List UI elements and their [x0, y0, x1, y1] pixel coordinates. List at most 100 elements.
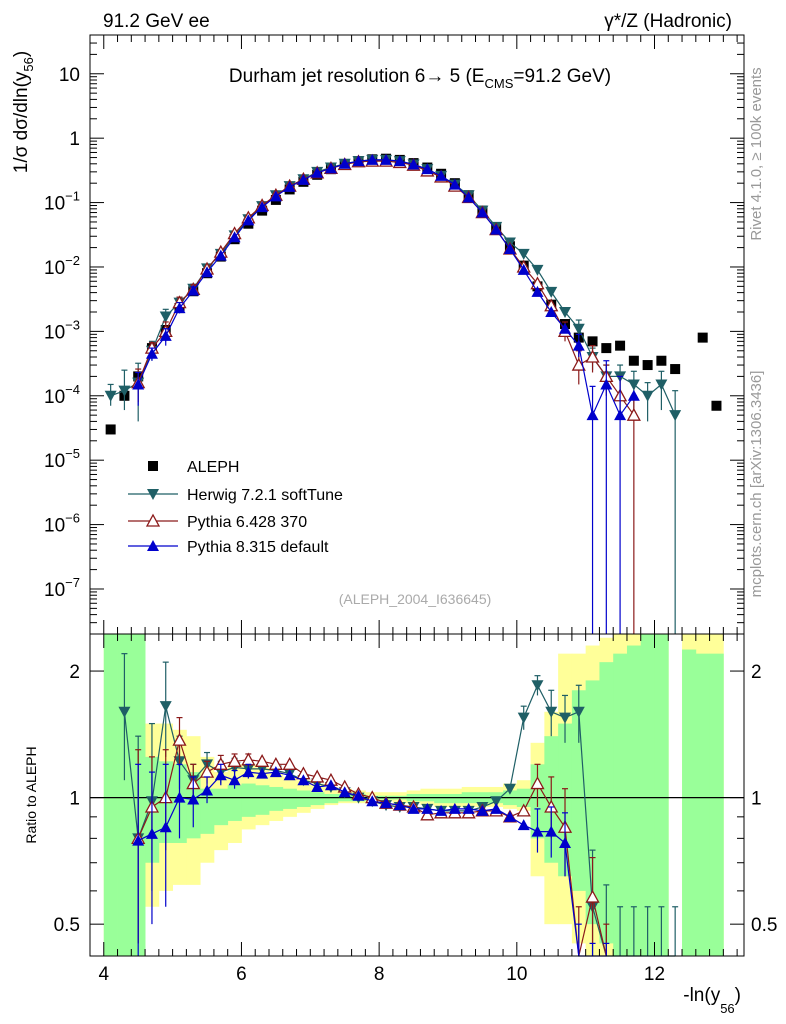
main-point-herwig [517, 248, 530, 260]
ratio-point-pythia8 [283, 769, 296, 781]
main-point-pythia8 [586, 409, 599, 421]
main-ytick-exponent: −7 [65, 575, 80, 590]
main-line-pythia6 [137, 160, 635, 416]
ratio-point-herwig [559, 712, 572, 724]
ratio-band-bin-green [117, 634, 132, 956]
ratio-point-herwig [572, 706, 585, 718]
ratio-band-bin-green [599, 662, 614, 944]
main-point-herwig [104, 390, 117, 402]
main-point-pythia8 [627, 389, 640, 401]
ratio-band-green [103, 634, 724, 956]
ratio-band-bin-green [709, 653, 724, 956]
ratio-point-herwig [517, 712, 530, 724]
ratio-point-pythia8 [503, 810, 516, 822]
ratio-point-pythia8 [187, 793, 200, 805]
main-point-herwig [559, 306, 572, 318]
ratio-frame [89, 633, 745, 957]
legend-entry-pythia8: Pythia 8.315 default [128, 539, 329, 556]
main-ytick-base: 10 [44, 387, 65, 408]
ratio-band-bin-green [626, 645, 642, 956]
main-point-pythia8 [269, 190, 282, 202]
ratio-point-herwig [159, 701, 172, 713]
main-point-aleph [642, 360, 653, 371]
main-ytick-exponent: −6 [65, 511, 80, 526]
ratio-band-bin-green [213, 788, 229, 826]
ratio-band-bin-green [282, 788, 297, 809]
main-point-pythia8 [159, 329, 172, 341]
main-point-herwig [641, 390, 654, 402]
main-point-herwig [545, 286, 558, 298]
mcplots-credit-label: mcplots.cern.ch [arXiv:1306.3436] [748, 371, 765, 598]
ratio-point-pythia8 [311, 780, 324, 792]
ratio-band-bin-green [103, 634, 118, 956]
main-point-aleph [628, 355, 639, 366]
main-point-pythia6 [626, 407, 641, 421]
main-point-pythia8 [435, 169, 448, 181]
legend-label-pythia8: Pythia 8.315 default [187, 539, 329, 556]
main-ylabel-subscript: 56 [21, 57, 36, 71]
ratio-point-pythia8 [132, 834, 145, 846]
ratio-point-pythia8 [476, 804, 489, 816]
main-point-pythia8 [187, 284, 200, 296]
ratio-band-bin-green [310, 792, 325, 806]
ratio-point-pythia8 [338, 786, 351, 798]
legend-entry-herwig: Herwig 7.2.1 softTune [128, 487, 343, 504]
analysis-tag: (ALEPH_2004_I636645) [339, 591, 492, 607]
main-title-text: Durham jet resolution 6→ 5 (E [229, 66, 485, 87]
main-title-tail: =91.2 GeV) [513, 66, 611, 87]
ratio-band-bin-green [227, 785, 242, 821]
main-point-pythia8 [559, 322, 572, 334]
main-point-pythia8 [531, 285, 544, 297]
ratio-ytick-label-left: 1 [69, 789, 80, 810]
ratio-point-pythia8 [559, 836, 572, 848]
main-point-pythia8 [311, 166, 324, 178]
ratio-xlabel-text: -ln(y [683, 985, 720, 1006]
main-point-pythia8 [256, 201, 269, 213]
ratio-point-herwig [545, 706, 558, 718]
ratio-point-herwig [118, 706, 131, 718]
main-ytick-base: 10 [44, 580, 65, 601]
main-ytick-label: 10−6 [44, 511, 80, 537]
ratio-point-pythia6 [172, 732, 187, 746]
main-point-aleph [697, 332, 708, 343]
main-point-pythia8 [228, 231, 241, 243]
main-point-aleph [656, 355, 667, 366]
ratio-band-bin-green [640, 634, 655, 956]
ratio-ytick-label-left: 0.5 [54, 915, 80, 936]
ratio-point-pythia8 [366, 795, 379, 807]
ratio-point-pythia8 [145, 827, 158, 839]
main-point-pythia8 [421, 163, 434, 175]
main-point-pythia8 [242, 214, 255, 226]
ratio-band-bin-green [613, 653, 628, 956]
main-point-pythia6 [585, 349, 600, 363]
ratio-xlabel-tail: ) [735, 985, 741, 1006]
main-point-pythia8 [366, 153, 379, 165]
main-point-herwig [159, 311, 172, 323]
main-point-pythia8 [490, 223, 503, 235]
main-point-pythia8 [407, 158, 420, 170]
rivet-version-label: Rivet 4.1.0, ≥ 100k events [748, 67, 765, 240]
ratio-point-pythia8 [228, 774, 241, 786]
main-point-pythia8 [448, 178, 461, 190]
ratio-point-pythia8 [407, 802, 420, 814]
main-point-pythia8 [572, 339, 585, 351]
legend-label-herwig: Herwig 7.2.1 softTune [187, 487, 343, 504]
ratio-point-pythia8 [421, 802, 434, 814]
ratio-panel: 0.5 0.51 12 24 6 8 10 12 Ratio to ALEPH -ln(y56… [23, 633, 777, 1016]
main-ylabel: 1/σ dσ/dln(y56) [11, 51, 36, 173]
main-point-pythia8 [173, 302, 186, 314]
main-point-pythia8 [214, 249, 227, 261]
main-point-herwig [531, 264, 544, 276]
main-point-pythia8 [503, 243, 516, 255]
main-point-aleph [615, 340, 626, 351]
main-ytick-label: 10−2 [44, 253, 80, 279]
ratio-band-bin-green [682, 649, 697, 956]
main-ytick-base: 10 [44, 451, 65, 472]
legend-marker-pythia8 [147, 540, 159, 551]
main-point-pythia8 [462, 191, 475, 203]
ratio-xtick-label: 6 [236, 964, 247, 985]
ratio-band-bin-green [571, 690, 587, 891]
main-ytick-label: 10−5 [44, 446, 80, 472]
